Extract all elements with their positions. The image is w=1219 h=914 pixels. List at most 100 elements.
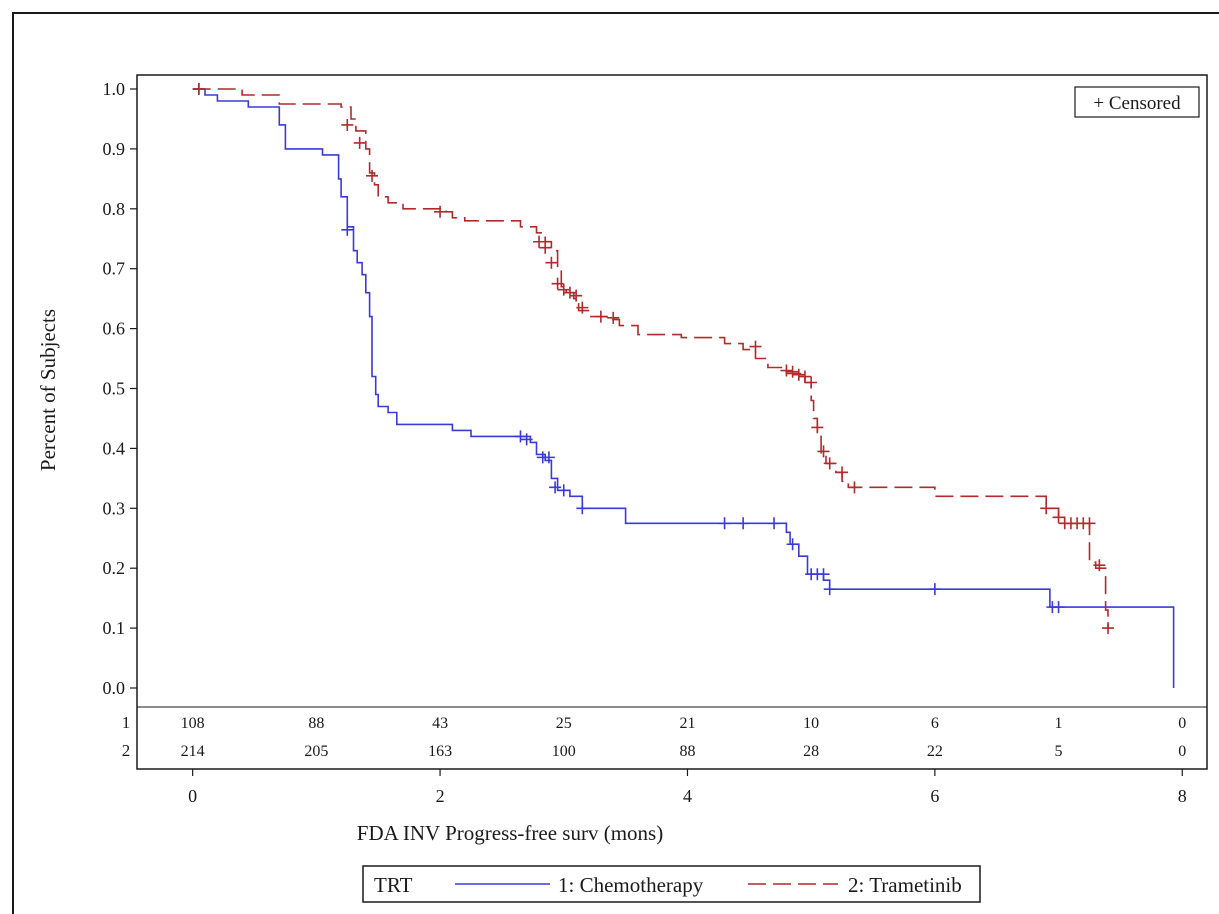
censor-mark [192, 83, 205, 95]
legend-title: TRT [374, 873, 413, 897]
y-tick-label: 0.0 [103, 678, 126, 698]
censor-mark [341, 223, 354, 236]
censor-mark [811, 421, 824, 434]
censor-mark [366, 169, 379, 182]
at-risk-count: 0 [1178, 715, 1186, 732]
y-tick-label: 0.7 [103, 259, 126, 279]
y-tick-label: 1.0 [103, 79, 126, 99]
censor-mark [823, 457, 836, 470]
censor-mark [1040, 502, 1053, 515]
censor-mark [353, 136, 366, 149]
censor-mark [549, 481, 562, 494]
at-risk-count: 88 [308, 715, 324, 732]
at-risk-table: 1 108 88 43 25 21 10 6 1 02 214 205 163 100 88 28 22 5 0 [122, 713, 1187, 760]
chart-frame [12, 12, 1219, 914]
y-tick-label: 0.6 [103, 319, 126, 339]
at-risk-count: 108 [181, 715, 205, 732]
at-risk-count: 1 [1055, 715, 1063, 732]
censor-mark [1052, 601, 1065, 614]
survival-curve [192, 88, 1175, 688]
at-risk-count: 205 [304, 743, 328, 760]
censor-mark [514, 430, 527, 443]
x-axis-label: FDA INV Progress-free surv (mons) [357, 821, 663, 845]
censor-mark [928, 583, 941, 596]
censor-mark [786, 538, 799, 551]
censor-mark [539, 241, 552, 254]
censor-mark [1102, 622, 1115, 635]
at-risk-count: 214 [181, 743, 205, 760]
censor-mark [576, 502, 589, 515]
at-risk-row-label: 1 [122, 713, 131, 732]
y-axis-label: Percent of Subjects [36, 309, 60, 471]
censor-mark [823, 583, 836, 596]
at-risk-count: 0 [1178, 743, 1186, 760]
y-tick-label: 0.8 [103, 199, 126, 219]
x-tick-label: 2 [436, 786, 445, 806]
series-1 [192, 83, 1175, 688]
at-risk-count: 5 [1055, 743, 1063, 760]
censor-mark [836, 466, 849, 479]
y-tick-label: 0.5 [103, 379, 126, 399]
censor-mark [817, 445, 830, 458]
censor-mark [792, 368, 805, 381]
censor-mark [848, 481, 861, 494]
at-risk-count: 163 [428, 743, 452, 760]
censor-mark [798, 370, 811, 383]
censor-mark [737, 517, 750, 530]
censor-mark [607, 311, 620, 324]
x-tick-label: 4 [683, 786, 692, 806]
y-tick-label: 0.1 [103, 618, 126, 638]
censor-mark [749, 340, 762, 353]
censor-mark [551, 277, 564, 290]
at-risk-row-label: 2 [122, 741, 131, 760]
axes: 0.0 0.1 0.2 0.3 0.4 0.5 0.6 0.7 0.8 0.9 1.0 0 2 4 6 8 [103, 74, 1208, 806]
legend-label-trametinib: 2: Trametinib [848, 873, 962, 897]
censor-mark [542, 451, 555, 464]
censor-mark [780, 364, 793, 377]
censored-legend-label: + Censored [1093, 93, 1181, 114]
y-tick-label: 0.4 [103, 438, 126, 458]
censor-mark [1052, 511, 1065, 524]
at-risk-count: 43 [432, 715, 448, 732]
censor-mark [434, 205, 447, 218]
at-risk-count: 100 [552, 743, 576, 760]
censor-mark [563, 286, 576, 299]
at-risk-count: 25 [556, 715, 572, 732]
legend-label-chemotherapy: 1: Chemotherapy [558, 873, 704, 897]
censor-mark [594, 310, 607, 323]
at-risk-count: 28 [803, 743, 819, 760]
censor-mark [520, 433, 533, 446]
series-layer [192, 83, 1175, 688]
censored-legend: + Censored [1074, 86, 1200, 118]
censor-mark [576, 301, 589, 314]
censor-mark [786, 365, 799, 378]
censor-mark [570, 289, 583, 302]
series-2 [192, 83, 1115, 635]
at-risk-count: 22 [927, 743, 943, 760]
x-tick-label: 0 [188, 786, 197, 806]
censor-mark [805, 376, 818, 389]
at-risk-count: 21 [679, 715, 695, 732]
at-risk-count: 6 [931, 715, 939, 732]
censor-mark [341, 118, 354, 131]
censor-mark [557, 484, 570, 497]
censor-mark [533, 235, 546, 248]
y-tick-label: 0.2 [103, 558, 126, 578]
censor-mark [545, 256, 558, 269]
censor-mark [1093, 559, 1106, 572]
censor-mark [768, 517, 781, 530]
legend: TRT 1: Chemotherapy 2: Trametinib [362, 865, 981, 903]
plot-frame [136, 74, 1208, 770]
at-risk-count: 10 [803, 715, 819, 732]
y-tick-label: 0.3 [103, 498, 126, 518]
censored-legend-box [1074, 86, 1200, 118]
x-tick-label: 6 [930, 786, 939, 806]
at-risk-count: 88 [679, 743, 695, 760]
survival-curve [192, 88, 1109, 629]
censor-mark [718, 517, 731, 530]
censor-mark [1083, 517, 1096, 530]
x-tick-label: 8 [1178, 786, 1187, 806]
censor-mark [557, 283, 570, 296]
y-tick-label: 0.9 [103, 139, 126, 159]
